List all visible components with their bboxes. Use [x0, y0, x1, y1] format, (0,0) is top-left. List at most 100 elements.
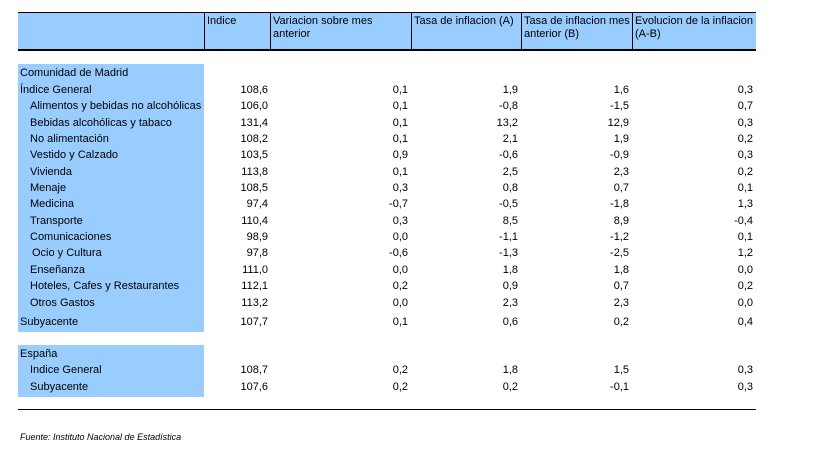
cell-variacion: 0,0	[392, 297, 408, 309]
table-row: Subyacente 107,6 0,2 0,2 -0,1 0,3	[18, 379, 756, 395]
cell-evolucion: 0,3	[737, 149, 753, 161]
table-row: Transporte 110,4 0,3 8,5 8,9 -0,4	[18, 213, 756, 229]
cell-variacion: 0,1	[392, 117, 408, 129]
row-label: Medicina	[30, 198, 75, 210]
madrid-label-background	[18, 64, 204, 332]
cell-indice: 108,2	[240, 133, 268, 145]
cell-evolucion: 0,0	[737, 264, 753, 276]
table-row: Otros Gastos 113,2 0,0 2,3 2,3 0,0	[18, 295, 756, 311]
cell-evolucion: 0,7	[737, 100, 753, 112]
row-label: Vivienda	[30, 166, 72, 178]
cell-tasa-a: 0,6	[502, 316, 518, 328]
cell-variacion: 0,0	[392, 231, 408, 243]
cell-indice: 108,7	[240, 364, 268, 376]
cell-tasa-b: 0,7	[613, 280, 629, 292]
cell-evolucion: 0,1	[737, 182, 753, 194]
cell-evolucion: 0,3	[737, 84, 753, 96]
row-label: Hoteles, Cafes y Restaurantes	[30, 280, 180, 292]
row-label: Subyacente	[20, 316, 79, 328]
header-tasa-a: Tasa de inflacion (A)	[411, 13, 521, 49]
cell-tasa-a: 2,5	[502, 166, 518, 178]
cell-variacion: 0,2	[392, 381, 408, 393]
row-label: Enseñanza	[30, 264, 86, 276]
row-label: Menaje	[30, 182, 67, 194]
cell-evolucion: 0,1	[737, 231, 753, 243]
cell-variacion: 0,1	[392, 133, 408, 145]
cell-tasa-b: -2,5	[610, 247, 629, 259]
cell-tasa-b: 0,7	[613, 182, 629, 194]
cell-tasa-b: 0,2	[613, 316, 629, 328]
cell-tasa-a: 1,8	[502, 264, 518, 276]
header-blank	[18, 13, 204, 49]
row-label: Indice General	[30, 364, 102, 376]
cell-tasa-b: 1,6	[613, 84, 629, 96]
cell-variacion: 0,3	[392, 215, 408, 227]
cell-evolucion: 0,0	[737, 297, 753, 309]
cell-tasa-b: 8,9	[613, 215, 629, 227]
table-row: Bebidas alcohólicas y tabaco 131,4 0,1 13,2…	[18, 115, 756, 131]
cell-variacion: 0,0	[392, 264, 408, 276]
row-label: Bebidas alcohólicas y tabaco	[30, 117, 172, 129]
cell-variacion: -0,7	[389, 198, 408, 210]
row-label: Subyacente	[30, 381, 89, 393]
cell-variacion: 0,1	[392, 84, 408, 96]
table-row: Vivienda 113,8 0,1 2,5 2,3 0,2	[18, 164, 756, 180]
table-bottom-rule	[18, 409, 756, 410]
cell-tasa-a: -1,3	[499, 247, 518, 259]
row-label: No alimentación	[30, 133, 109, 145]
cell-tasa-b: 12,9	[607, 117, 629, 129]
cell-variacion: 0,2	[392, 280, 408, 292]
table-row: Alimentos y bebidas no alcohólicas 106,0 0…	[18, 98, 756, 114]
cell-indice: 97,8	[246, 247, 268, 259]
cell-tasa-b: 1,8	[613, 264, 629, 276]
table-row: Hoteles, Cafes y Restaurantes 112,1 0,2 0,9…	[18, 278, 756, 294]
cell-indice: 107,7	[240, 316, 268, 328]
header-evolucion: Evolucion de la inflacion (A-B)	[632, 13, 756, 49]
cell-indice: 98,9	[246, 231, 268, 243]
cell-evolucion: 0,3	[737, 364, 753, 376]
cell-tasa-a: -0,5	[499, 198, 518, 210]
cell-tasa-a: 1,8	[502, 364, 518, 376]
header-indice: Indice	[204, 13, 270, 49]
cell-variacion: 0,1	[392, 100, 408, 112]
cell-tasa-a: 2,1	[502, 133, 518, 145]
cell-tasa-a: 0,9	[502, 280, 518, 292]
table-row: No alimentación 108,2 0,1 2,1 1,9 0,2	[18, 131, 756, 147]
cell-indice: 111,0	[242, 264, 268, 276]
cell-tasa-b: -0,1	[610, 381, 629, 393]
cell-indice: 113,2	[241, 297, 268, 309]
table-row: Ocio y Cultura 97,8 -0,6 -1,3 -2,5 1,2	[18, 245, 756, 261]
cell-evolucion: 1,2	[737, 247, 753, 259]
row-label: Vestido y Calzado	[30, 149, 119, 161]
cell-indice: 97,4	[246, 198, 268, 210]
row-label: Otros Gastos	[30, 297, 95, 309]
cell-tasa-b: -1,8	[610, 198, 629, 210]
cell-evolucion: -0,4	[734, 215, 753, 227]
cell-indice: 108,6	[240, 84, 268, 96]
cell-indice: 110,4	[241, 215, 268, 227]
row-label: Índice General	[20, 84, 92, 96]
cell-tasa-a: 0,2	[502, 381, 518, 393]
cell-tasa-a: 1,9	[502, 84, 518, 96]
cell-tasa-b: -1,2	[610, 231, 629, 243]
row-label: Ocio y Cultura	[32, 247, 102, 259]
cell-evolucion: 0,4	[737, 316, 753, 328]
espana-label-background	[18, 345, 204, 397]
row-label: Alimentos y bebidas no alcohólicas	[30, 100, 202, 112]
row-label: Transporte	[30, 215, 83, 227]
table-header: Indice Variacion sobre mes anterior Tasa…	[18, 12, 756, 51]
cell-tasa-b: 1,5	[613, 364, 629, 376]
source-note: Fuente: Instituto Nacional de Estadístic…	[20, 432, 182, 442]
cell-evolucion: 0,2	[737, 280, 753, 292]
cell-variacion: 0,1	[392, 316, 408, 328]
cell-evolucion: 0,3	[737, 381, 753, 393]
header-tasa-b: Tasa de inflacion mes anterior (B)	[521, 13, 632, 49]
cell-indice: 106,0	[240, 100, 268, 112]
cell-indice: 107,6	[240, 381, 268, 393]
cell-tasa-a: -0,6	[499, 149, 518, 161]
cell-variacion: 0,3	[392, 182, 408, 194]
cell-tasa-a: -0,8	[499, 100, 518, 112]
cell-indice: 108,5	[240, 182, 268, 194]
madrid-section-title: Comunidad de Madrid	[20, 67, 129, 79]
table-row: Comunicaciones 98,9 0,0 -1,1 -1,2 0,1	[18, 229, 756, 245]
